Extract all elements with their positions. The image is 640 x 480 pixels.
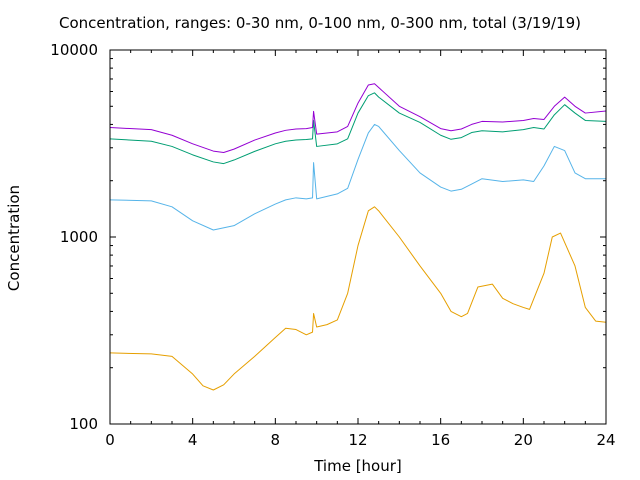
x-tick-label: 0 — [105, 431, 115, 449]
series-line-1 — [109, 206, 607, 391]
series-line-4 — [109, 83, 607, 154]
x-tick-label: 16 — [431, 431, 450, 449]
y-tick-label: 1000 — [60, 228, 98, 246]
y-tick-label: 100 — [69, 415, 98, 433]
chart-title: Concentration, ranges: 0-30 nm, 0-100 nm… — [59, 14, 581, 32]
series-line-3 — [109, 92, 607, 165]
x-tick-label: 20 — [514, 431, 533, 449]
series-line-2 — [109, 123, 606, 231]
x-tick-label: 24 — [596, 431, 615, 449]
x-axis-label: Time [hour] — [314, 457, 402, 475]
x-tick-label: 8 — [271, 431, 281, 449]
x-tick-label: 12 — [348, 431, 367, 449]
plot-frame — [109, 49, 607, 425]
x-tick-label: 4 — [188, 431, 198, 449]
y-tick-label: 10000 — [50, 41, 98, 59]
